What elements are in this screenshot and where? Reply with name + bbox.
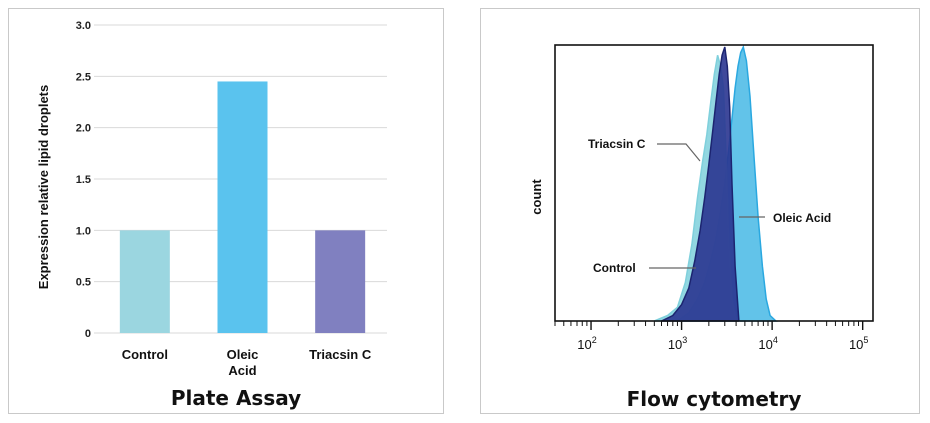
leader-line <box>657 143 701 162</box>
x-tick-label: 103 <box>668 335 687 352</box>
histograms <box>654 44 778 322</box>
category-label: Control <box>122 347 168 362</box>
bar <box>119 230 170 333</box>
category-label: Triacsin C <box>309 347 372 362</box>
bars <box>119 81 366 333</box>
panel-title: Plate Assay <box>171 386 301 410</box>
y-tick-label: 2.0 <box>76 123 91 135</box>
annotation-triacsin: Triacsin C <box>588 137 646 151</box>
x-ticks: 102 103 104 105 <box>554 321 868 352</box>
annotations: Triacsin C Control Oleic Acid <box>588 137 831 275</box>
bar <box>315 230 366 333</box>
y-axis-title: Expression relative lipid droplets <box>36 85 51 289</box>
flow-cytometry-panel: 102 103 104 105 count Triacsin C Control Olei… <box>480 8 920 414</box>
x-tick-label: 105 <box>849 335 868 352</box>
x-tick-label: 102 <box>577 335 596 352</box>
flow-cytometry-chart: 102 103 104 105 count Triacsin C Control Olei… <box>529 44 874 411</box>
plot-frame <box>554 44 874 322</box>
y-tick-label: 1.5 <box>76 174 91 186</box>
x-tick-label: 104 <box>758 335 777 352</box>
y-axis-title: count <box>529 179 544 215</box>
y-tick-label: 0 <box>85 328 91 340</box>
category-label: Acid <box>228 363 256 378</box>
histogram-control <box>661 46 740 322</box>
category-label: Oleic <box>227 347 259 362</box>
plate-assay-panel: 0 0.5 1.0 1.5 2.0 2.5 3.0 Control Oleic Acid Tria… <box>8 8 444 414</box>
annotation-oleic: Oleic Acid <box>773 211 831 225</box>
y-ticks: 0 0.5 1.0 1.5 2.0 2.5 3.0 <box>76 20 91 340</box>
y-tick-label: 1.0 <box>76 225 91 237</box>
y-tick-label: 3.0 <box>76 20 91 32</box>
bar <box>217 81 268 333</box>
y-tick-label: 2.5 <box>76 71 91 83</box>
y-tick-label: 0.5 <box>76 277 91 289</box>
panel-title: Flow cytometry <box>627 387 802 411</box>
annotation-control: Control <box>593 261 636 275</box>
